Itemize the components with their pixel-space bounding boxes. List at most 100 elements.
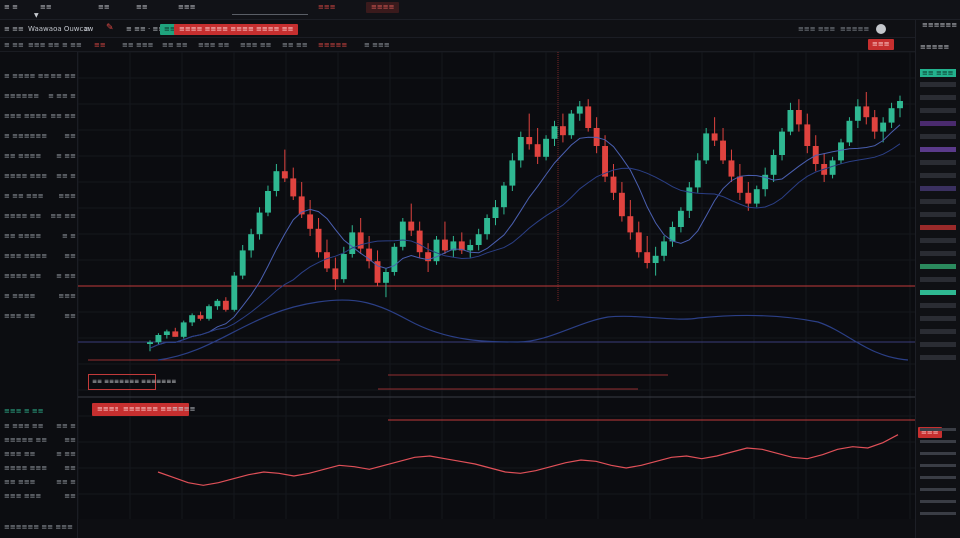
chevron-down-icon[interactable]: ▼ — [34, 12, 39, 19]
watchlist-row[interactable] — [920, 134, 956, 139]
watchlist-row[interactable] — [920, 238, 956, 243]
row-value: ≡≡ ≡ — [56, 172, 76, 180]
left-panel-row[interactable]: ≡≡≡≡≡≡ ≡ ≡≡ ≡ — [4, 92, 76, 100]
alert-badge[interactable]: ≡≡≡ — [318, 3, 336, 11]
watchlist-lower-row[interactable] — [920, 440, 956, 443]
tool-item-4[interactable]: ≡≡ ≡≡≡ — [122, 41, 154, 49]
watchlist-row[interactable] — [920, 160, 956, 165]
row-value: ≡≡≡ — [58, 192, 76, 200]
tool-item-7[interactable]: ≡≡≡ ≡≡ — [240, 41, 272, 49]
watchlist-row[interactable] — [920, 277, 956, 282]
sell-button[interactable]: ≡≡≡≡ ≡≡≡≡ ≡≡≡≡ ≡≡≡≡ ≡≡ — [174, 24, 299, 35]
watchlist-lower-row[interactable] — [920, 488, 956, 491]
left-panel-lower-row[interactable]: ≡≡≡ ≡≡ ≡ ≡≡ — [4, 450, 76, 458]
left-footer: ≡≡≡≡≡≡ ≡≡ ≡≡≡ — [4, 523, 73, 531]
watchlist-lower-row[interactable] — [920, 476, 956, 479]
tool-item-3[interactable]: ≡≡ — [94, 41, 106, 49]
indicator-extra: ≡≡≡≡ — [172, 405, 196, 413]
left-panel-row[interactable]: ≡≡≡≡ ≡≡ ≡≡ ≡≡ — [4, 212, 76, 220]
order-box-label: ≡≡ ≡≡≡≡≡≡≡ ≡≡≡≡≡≡≡ — [92, 378, 177, 385]
left-panel-row[interactable]: ≡≡≡ ≡≡≡≡ ≡≡ — [4, 252, 76, 260]
watchlist-row[interactable] — [920, 303, 956, 308]
tool-item-9[interactable]: ≡≡≡≡≡ — [318, 41, 348, 49]
left-panel-lower-row[interactable]: ≡≡≡≡ ≡≡≡ ≡≡ — [4, 464, 76, 472]
watchlist-row[interactable] — [920, 95, 956, 100]
left-panel-row[interactable]: ≡ ≡≡≡≡≡≡ ≡≡ — [4, 132, 76, 140]
candle-bull — [265, 191, 271, 213]
buy-button[interactable]: ≡≡ — [160, 24, 180, 35]
right-panel-title: ≡≡≡≡≡ — [920, 43, 950, 51]
watchlist-row[interactable] — [920, 82, 956, 87]
right-alert-tag[interactable]: ≡≡≡ — [918, 427, 942, 438]
candle-bull — [475, 234, 482, 245]
candle-bull — [762, 174, 769, 190]
left-panel-row[interactable]: ≡≡≡ ≡≡≡≡ ≡≡ ≡≡ — [4, 112, 76, 120]
left-panel-row[interactable]: ≡ ≡≡ ≡≡≡ ≡≡≡ — [4, 192, 76, 200]
watchlist-row[interactable] — [920, 199, 956, 204]
left-panel-row[interactable]: ≡≡≡≡ ≡≡ ≡ ≡≡ — [4, 272, 76, 280]
settings-icon[interactable] — [876, 24, 886, 34]
toolbar-symbol[interactable]: ≡ ≡≡ — [4, 25, 24, 33]
watchlist-row[interactable] — [920, 329, 956, 334]
watchlist-lower-row[interactable] — [920, 512, 956, 515]
watchlist-row[interactable] — [920, 225, 956, 230]
watchlist-lower-row[interactable] — [920, 464, 956, 467]
ticker-symbol[interactable]: ≡≡ — [136, 3, 148, 11]
candle-bear — [298, 196, 305, 215]
watchlist-row[interactable] — [920, 121, 956, 126]
moving-average-line — [149, 124, 901, 349]
row-value: ≡≡ — [64, 464, 76, 472]
tool-item-1[interactable]: ≡≡≡ ≡≡ — [28, 41, 60, 49]
watchlist-row[interactable] — [920, 173, 956, 178]
left-panel-row[interactable]: ≡ ≡≡≡≡ ≡≡≡ — [4, 292, 76, 300]
left-panel-row[interactable]: ≡≡ ≡≡≡≡ ≡ ≡≡ — [4, 152, 76, 160]
watchlist-row[interactable] — [920, 355, 956, 360]
top-action-button[interactable]: ≡≡≡≡ — [366, 2, 400, 13]
menu-item-2[interactable]: ≡≡ — [40, 3, 52, 11]
left-panel-row[interactable]: ≡≡≡ ≡≡ ≡≡ — [4, 312, 76, 320]
left-panel-lower-row[interactable]: ≡≡≡≡≡ ≡≡ ≡≡ — [4, 436, 76, 444]
menu-item-5[interactable]: ≡≡≡ — [178, 3, 196, 11]
watchlist-lower-row[interactable] — [920, 500, 956, 503]
menu-item-3[interactable]: ≡≡ — [98, 3, 110, 11]
watchlist-row[interactable] — [920, 342, 956, 347]
watchlist-row[interactable] — [920, 290, 956, 295]
watchlist-lower-row[interactable] — [920, 452, 956, 455]
watchlist-row[interactable] — [920, 147, 956, 152]
toolbar-red-button[interactable]: ≡≡≡ — [868, 39, 894, 50]
pencil-icon[interactable]: ✎ — [106, 23, 114, 33]
left-panel-row[interactable]: ≡ ≡≡≡≡ ≡≡ ≡≡ ≡≡ — [4, 72, 76, 80]
tool-item-5[interactable]: ≡≡ ≡≡ — [162, 41, 188, 49]
order-box[interactable]: ≡≡ ≡≡≡≡≡≡≡ ≡≡≡≡≡≡≡ — [88, 374, 176, 390]
row-value: ≡ ≡≡ — [56, 152, 76, 160]
candle-bull — [897, 101, 903, 109]
price-chart[interactable]: ≡≡≡≡≡≡≡≡≡≡≡≡≡≡≡≡≡≡≡≡≡≡≡≡≡≡≡≡≡≡≡≡≡≡≡≡≡≡≡≡… — [78, 52, 915, 519]
tool-item-6[interactable]: ≡≡≡ ≡≡ — [198, 41, 230, 49]
watchlist-row[interactable] — [920, 264, 956, 269]
left-panel-row[interactable]: ≡≡≡≡ ≡≡≡ ≡≡ ≡ — [4, 172, 76, 180]
tool-item-8[interactable]: ≡≡ ≡≡ — [282, 41, 308, 49]
tool-item-0[interactable]: ≡ ≡≡ — [4, 41, 24, 49]
left-panel-lower-row[interactable]: ≡≡ ≡≡≡ ≡≡ ≡ — [4, 478, 76, 486]
left-panel-lower-row[interactable]: ≡ ≡≡≡ ≡≡ ≡≡ ≡ — [4, 422, 76, 430]
row-label: ≡≡≡≡ ≡≡≡ — [4, 172, 48, 180]
chart-area[interactable]: ≡≡≡≡≡≡≡≡≡≡≡≡≡≡≡≡≡≡≡≡≡≡≡≡≡≡≡≡≡≡≡≡≡≡≡≡≡≡≡≡… — [78, 52, 915, 519]
watchlist-row[interactable] — [920, 108, 956, 113]
active-watchlist-button[interactable]: ≡≡ ≡≡≡ — [920, 69, 956, 77]
watchlist-row[interactable] — [920, 251, 956, 256]
row-label: ≡≡≡ ≡≡ — [4, 312, 36, 320]
candle-bull — [517, 137, 524, 161]
watchlist-row[interactable] — [920, 316, 956, 321]
toolbar-item[interactable]: ≡ — [84, 25, 90, 33]
left-panel-row[interactable]: ≡≡ ≡≡≡≡ ≡ ≡ — [4, 232, 76, 240]
left-panel-lower-row[interactable]: ≡≡≡ ≡≡≡ ≡≡ — [4, 492, 76, 500]
watchlist-row[interactable] — [920, 212, 956, 217]
menu-item-1[interactable]: ≡ ≡ — [4, 3, 18, 11]
tool-item-2[interactable]: ≡ ≡≡ — [62, 41, 82, 49]
toolbar-exchange[interactable]: Waawaoa Ouwcaw — [28, 25, 94, 33]
tool-item-10[interactable]: ≡ ≡≡≡ — [364, 41, 390, 49]
watchlist-lower-row[interactable] — [920, 428, 956, 431]
indicator-value-tag[interactable]: ≡≡≡≡≡≡ ≡≡≡≡ — [118, 403, 189, 416]
watchlist-row[interactable] — [920, 186, 956, 191]
row-label: ≡ ≡≡≡≡≡≡ — [4, 132, 48, 140]
